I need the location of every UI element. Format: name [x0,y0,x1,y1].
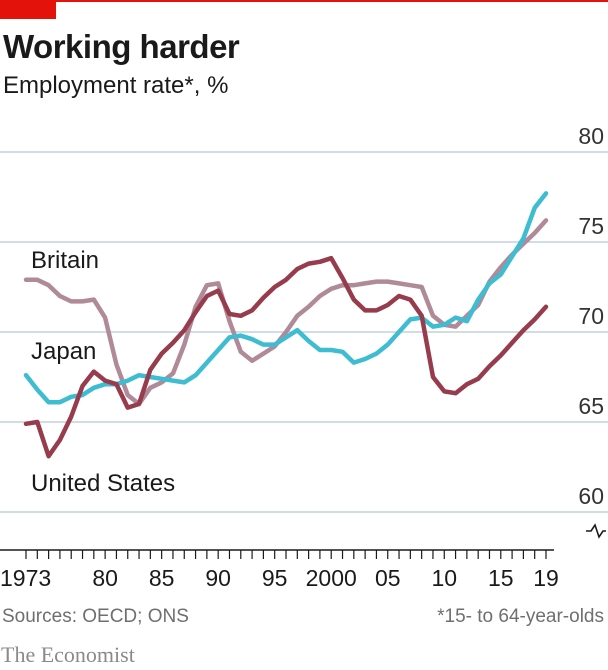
line-chart: 60 65 70 75 80 1973 80 85 90 95 2000 05 10 15 19 Brit… [0,123,608,591]
x-tick-label-2010: 10 [431,565,457,591]
series-line-japan [23,191,549,405]
axis-break-icon [586,523,606,539]
series-label-united-states: United States [31,470,175,497]
footnote: *15- to 64-year-olds [437,606,604,627]
x-tick-label-2005: 05 [375,565,401,591]
x-tick-label-2000: 2000 [306,565,357,591]
y-tick-label-70: 70 [578,303,604,329]
chart-title: Working harder [3,28,240,65]
series-line-britain [23,218,549,407]
y-axis-tick-labels: 60 65 70 75 80 [578,123,604,509]
series-labels: Britain Japan United States [31,247,175,497]
x-tick-label-2015: 15 [488,565,514,591]
gridlines [0,151,608,513]
y-tick-label-80: 80 [578,123,604,149]
series-lines [23,191,549,459]
x-tick-label-1973: 1973 [0,565,51,591]
x-tick-label-1980: 80 [92,565,118,591]
y-tick-label-60: 60 [578,483,604,509]
brand-tag [0,0,56,19]
sources-note: Sources: OECD; ONS [2,606,189,627]
x-tick-label-2019: 19 [533,565,559,591]
x-tick-label-1985: 85 [149,565,175,591]
series-label-japan: Japan [31,338,96,365]
top-rule [56,0,608,2]
series-label-britain: Britain [31,247,99,274]
y-tick-label-75: 75 [578,213,604,239]
series-line-united-states [23,255,549,459]
x-tick-label-1995: 95 [262,565,288,591]
y-tick-label-65: 65 [578,393,604,419]
x-axis: 1973 80 85 90 95 2000 05 10 15 19 [0,523,606,591]
publisher-name: The Economist [1,642,135,667]
x-tick-label-1990: 90 [205,565,231,591]
chart-subtitle: Employment rate*, % [3,72,229,99]
